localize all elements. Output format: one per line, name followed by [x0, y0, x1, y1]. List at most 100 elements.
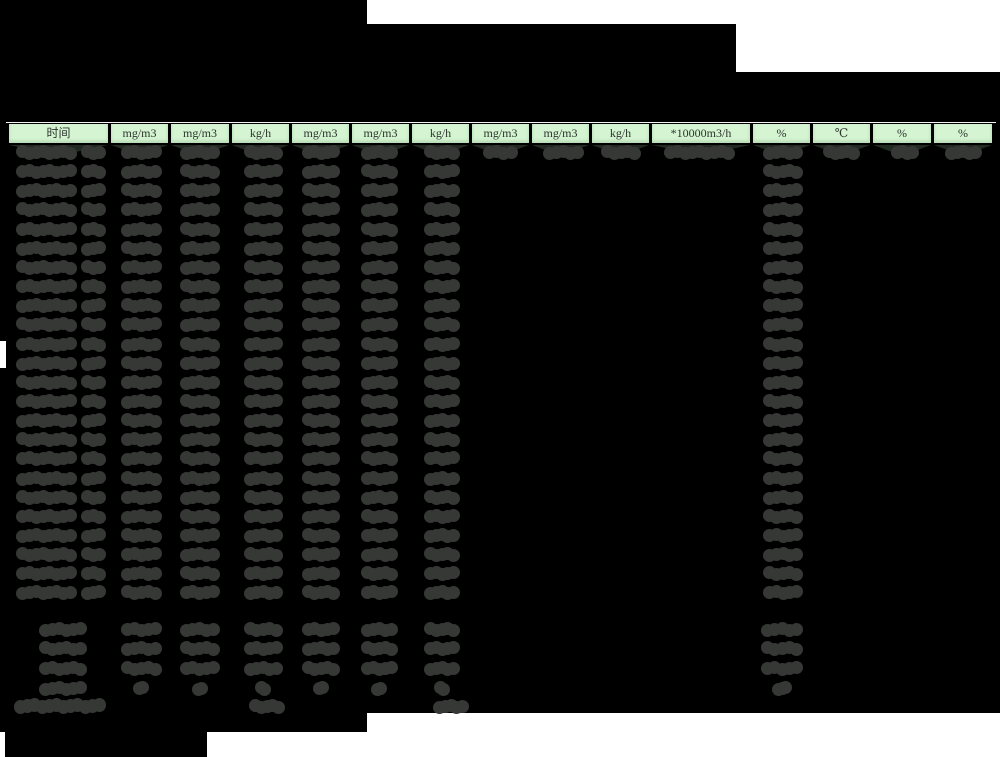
redacted-value — [447, 414, 460, 428]
redacted-value — [790, 298, 803, 312]
redacted-value — [269, 356, 283, 370]
redacted-value — [384, 510, 398, 524]
redacted-value — [206, 395, 220, 409]
redaction-block-title-band — [0, 24, 736, 72]
redacted-label — [93, 698, 106, 712]
redacted-value — [327, 587, 340, 601]
redacted-value — [148, 165, 162, 179]
redacted-value — [790, 203, 803, 217]
redacted-value — [148, 357, 162, 371]
redacted-time — [93, 338, 106, 352]
redacted-value — [258, 682, 271, 696]
redacted-time — [93, 146, 106, 159]
redacted-value — [447, 393, 460, 407]
redacted-time — [64, 319, 77, 333]
redacted-value — [148, 587, 162, 601]
redacted-value — [148, 530, 162, 543]
redacted-time — [93, 413, 106, 427]
redacted-time — [93, 240, 106, 254]
redacted-value — [384, 413, 398, 427]
redacted-value — [447, 204, 460, 218]
redacted-value — [206, 490, 220, 504]
redacted-value — [148, 547, 162, 561]
redaction-block-main — [0, 72, 1000, 713]
redacted-time — [93, 298, 106, 312]
redacted-value — [327, 432, 340, 446]
redacted-value — [327, 165, 340, 179]
redacted-value — [447, 434, 460, 448]
redacted-value — [269, 491, 283, 505]
redacted-value — [437, 682, 450, 696]
redaction-block-bottom-left-2 — [5, 732, 207, 757]
redacted-label — [74, 680, 87, 694]
redacted-value — [327, 621, 340, 635]
redacted-value — [384, 240, 398, 254]
redacted-time — [64, 221, 77, 235]
redacted-value — [384, 260, 398, 274]
redacted-value — [327, 357, 340, 371]
redacted-value — [269, 529, 283, 542]
redacted-value — [790, 260, 803, 274]
redacted-value — [148, 567, 162, 581]
column-header: % — [873, 124, 931, 143]
redacted-value — [447, 279, 460, 293]
column-header: mg/m3 — [532, 124, 589, 143]
redacted-label — [74, 642, 87, 656]
redacted-value — [269, 319, 283, 333]
redacted-value — [148, 374, 162, 388]
redacted-label — [74, 662, 87, 676]
redacted-value — [148, 259, 162, 273]
redacted-value — [722, 147, 735, 160]
redacted-value — [269, 549, 283, 563]
redacted-value — [269, 508, 283, 522]
redacted-value — [327, 452, 340, 466]
redacted-value — [206, 622, 220, 636]
redacted-value — [148, 185, 162, 199]
redaction-block-top-left — [0, 0, 367, 24]
redacted-value — [269, 279, 283, 293]
redacted-time — [64, 204, 77, 218]
redacted-value — [790, 146, 803, 159]
redacted-value — [384, 203, 398, 217]
redacted-value — [447, 508, 460, 522]
redacted-value — [447, 356, 460, 370]
redacted-value — [269, 451, 283, 465]
redacted-value — [206, 413, 220, 427]
column-header: mg/m3 — [171, 124, 229, 143]
redacted-value — [269, 566, 283, 580]
redacted-value — [148, 452, 162, 466]
redacted-value — [384, 453, 398, 467]
redacted-value — [269, 393, 283, 407]
redacted-value — [447, 261, 460, 275]
redacted-value — [206, 298, 220, 312]
redacted-value — [384, 146, 398, 159]
column-header: *10000m3/h — [652, 124, 750, 143]
redacted-value — [206, 660, 220, 674]
redacted-value — [269, 221, 283, 235]
redacted-value — [327, 415, 340, 429]
redacted-time — [64, 241, 77, 255]
redacted-value — [148, 662, 162, 676]
redacted-value — [269, 641, 283, 655]
redacted-value — [269, 184, 283, 198]
redacted-time — [93, 375, 106, 389]
redacted-value — [206, 355, 220, 369]
redacted-time — [93, 166, 106, 180]
redacted-value — [447, 661, 460, 675]
redacted-value — [447, 319, 460, 333]
redacted-value — [790, 166, 803, 180]
redacted-time — [64, 393, 77, 407]
redacted-value — [504, 146, 518, 159]
redacted-value — [148, 300, 162, 314]
redacted-value — [148, 337, 162, 351]
redacted-value — [327, 530, 340, 543]
redacted-value — [136, 680, 149, 694]
redacted-value — [447, 471, 460, 485]
redacted-time — [64, 164, 77, 178]
redacted-time — [64, 279, 77, 293]
redacted-time — [93, 318, 106, 332]
redacted-value — [148, 472, 162, 486]
redacted-value — [447, 336, 460, 350]
column-header: % — [934, 124, 992, 143]
redacted-value — [790, 433, 803, 447]
